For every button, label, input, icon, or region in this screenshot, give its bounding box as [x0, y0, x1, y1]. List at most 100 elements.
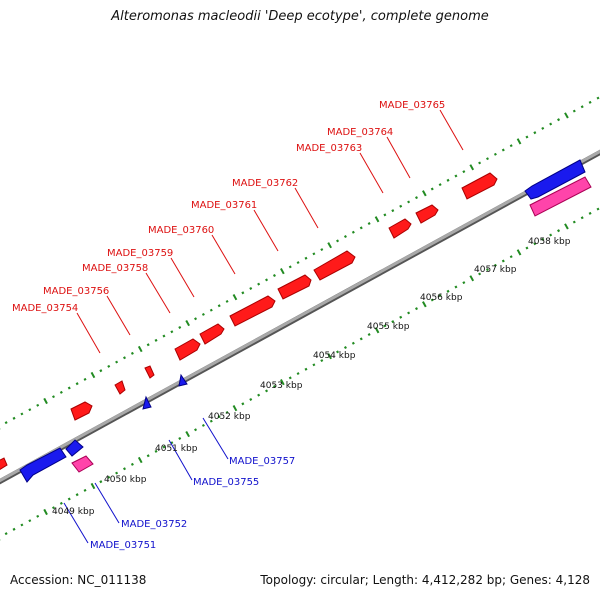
tick-mark	[265, 389, 269, 393]
tick-mark	[320, 359, 324, 363]
leader-line	[76, 312, 101, 354]
tick-mark	[541, 126, 545, 130]
tick-mark	[533, 131, 537, 135]
gene-arrow[interactable]	[229, 295, 276, 327]
gene-label[interactable]: MADE_03752	[121, 519, 187, 530]
tick-mark	[130, 462, 134, 466]
tick-mark	[509, 255, 513, 259]
gene-arrow[interactable]	[178, 373, 188, 387]
tick-mark	[28, 519, 32, 523]
gene-label[interactable]: MADE_03761	[191, 200, 257, 211]
tick-mark	[516, 138, 522, 145]
gene-arrow[interactable]	[71, 455, 94, 473]
tick-mark	[516, 249, 522, 256]
gene-label[interactable]: MADE_03759	[107, 248, 173, 259]
gene-arrow[interactable]	[174, 338, 201, 361]
tick-mark	[280, 379, 285, 386]
tick-mark	[107, 475, 111, 479]
tick-mark	[399, 315, 403, 319]
tick-mark	[225, 410, 229, 414]
tick-mark	[383, 324, 387, 328]
leader-line	[106, 295, 131, 336]
tick-mark	[59, 501, 63, 505]
gene-label[interactable]: MADE_03754	[12, 303, 78, 314]
tick-mark	[549, 233, 553, 237]
tick-mark	[36, 403, 40, 407]
leader-line	[211, 234, 236, 275]
gene-label[interactable]: MADE_03760	[148, 225, 214, 236]
tick-mark	[115, 471, 119, 475]
tick-mark	[75, 493, 79, 497]
forward-gene-labels: MADE_03754 MADE_03756 MADE_03758 MADE_03…	[12, 100, 445, 314]
gene-arrow[interactable]	[388, 218, 412, 239]
tick-mark	[454, 285, 458, 289]
tick-mark	[501, 259, 505, 263]
tick-mark	[123, 467, 126, 471]
reverse-genes	[19, 159, 592, 483]
leader-line	[386, 136, 411, 179]
tick-mark	[359, 226, 363, 230]
tick-mark	[438, 183, 442, 187]
tick-mark	[272, 384, 276, 389]
gene-label[interactable]: MADE_03756	[43, 286, 109, 297]
tick-mark	[367, 222, 371, 226]
forward-genes	[0, 172, 498, 470]
tick-mark	[351, 230, 355, 234]
gene-arrow[interactable]	[70, 401, 93, 421]
tick-mark	[312, 363, 316, 367]
gene-label[interactable]: MADE_03758	[82, 263, 148, 274]
gene-arrow[interactable]	[277, 274, 312, 300]
gene-arrow[interactable]	[199, 323, 225, 345]
tick-mark	[201, 423, 205, 427]
gene-label[interactable]: MADE_03763	[296, 143, 362, 154]
map-title: Alteromonas macleodii 'Deep ecotype', co…	[111, 9, 489, 24]
tick-mark	[430, 187, 434, 191]
gene-label[interactable]: MADE_03755	[193, 477, 259, 488]
gene-label[interactable]: MADE_03762	[232, 178, 298, 189]
tick-tracks	[0, 96, 600, 541]
leader-line	[63, 502, 89, 544]
gene-arrow[interactable]	[144, 365, 155, 379]
tick-mark	[154, 449, 158, 453]
gene-label[interactable]: MADE_03764	[327, 127, 393, 138]
tick-mark	[493, 263, 497, 267]
tick-mark	[52, 506, 55, 510]
tick-mark	[67, 497, 71, 501]
tick-mark	[374, 216, 380, 223]
tick-mark	[399, 204, 403, 208]
gene-arrow[interactable]	[524, 159, 586, 200]
gene-arrow[interactable]	[0, 457, 8, 470]
gene-arrow[interactable]	[19, 447, 67, 483]
leader-line	[294, 187, 319, 229]
tick-mark	[249, 286, 253, 290]
tick-mark	[146, 343, 150, 347]
tick-mark	[83, 377, 87, 381]
tick-mark	[533, 242, 537, 246]
gene-arrow[interactable]	[114, 380, 126, 395]
tick-mark	[20, 523, 24, 527]
tick-mark	[288, 265, 292, 269]
gene-arrow[interactable]	[142, 395, 152, 410]
tick-mark	[170, 441, 174, 445]
tick-mark	[572, 220, 576, 224]
tick-mark	[137, 456, 143, 464]
gene-label[interactable]: MADE_03765	[379, 100, 445, 111]
tick-mark	[90, 482, 96, 490]
tick-mark	[415, 307, 418, 311]
gene-arrow[interactable]	[415, 204, 439, 224]
tick-mark	[391, 320, 395, 324]
tick-mark	[232, 294, 238, 301]
gene-label[interactable]: MADE_03751	[90, 540, 156, 551]
tick-mark	[225, 299, 229, 303]
gene-arrow[interactable]	[529, 176, 592, 217]
gene-label[interactable]: MADE_03757	[229, 456, 295, 467]
gene-arrow[interactable]	[313, 250, 356, 281]
gene-arrow[interactable]	[461, 172, 498, 200]
tick-mark	[407, 311, 411, 315]
gene-arrow[interactable]	[65, 439, 84, 457]
tick-mark	[580, 105, 584, 109]
tick-mark	[107, 364, 111, 368]
tick-mark	[36, 514, 40, 518]
tick-mark	[43, 508, 48, 516]
